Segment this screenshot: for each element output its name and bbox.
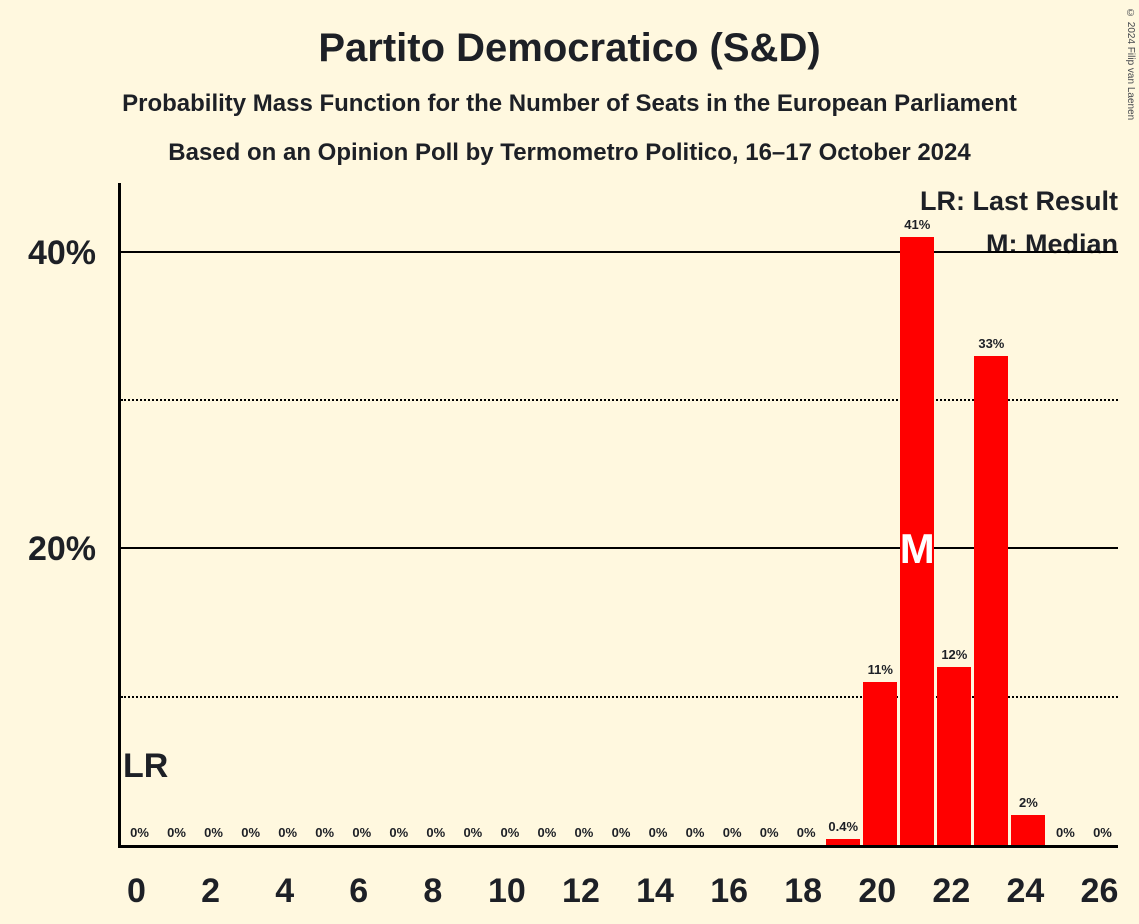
bar-value-label-seat-21: 41% xyxy=(904,216,931,232)
bar-value-label-seat-24: 2% xyxy=(1019,795,1038,811)
bar-value-label-seat-7: 0% xyxy=(389,825,409,840)
bar-value-label-seat-18: 0% xyxy=(796,825,816,840)
x-tick-label-4: 4 xyxy=(275,872,295,910)
plot-area: LR 0% 0% 0% 0% 0% 0% 0% 0% 0% 0% 0% 0% 0% 0% 0% 0% 0% 0% 0… xyxy=(118,183,1118,848)
legend-last-result: LR: Last Result xyxy=(919,186,1118,216)
legend-median: M: Median xyxy=(986,229,1118,259)
bar-value-label-seat-2: 0% xyxy=(204,825,223,840)
x-tick-label-24: 24 xyxy=(1006,872,1045,910)
gridline-20pct xyxy=(121,547,1118,550)
bar-value-label-seat-19: 0.4% xyxy=(828,819,859,835)
bar-value-label-seat-26: 0% xyxy=(1093,825,1112,840)
bar-value-label-seat-11: 0% xyxy=(537,825,557,840)
x-tick-label-14: 14 xyxy=(636,872,674,910)
bar-value-label-seat-10: 0% xyxy=(500,825,520,840)
x-tick-label-8: 8 xyxy=(423,872,443,910)
bar-seat-21 xyxy=(900,236,935,845)
x-tick-label-20: 20 xyxy=(858,872,897,910)
bar-value-label-seat-14: 0% xyxy=(648,825,668,840)
x-tick-label-12: 12 xyxy=(562,872,600,910)
gridline-30pct xyxy=(121,399,1118,402)
x-tick-label-22: 22 xyxy=(932,872,971,910)
y-tick-label-40: 40% xyxy=(27,233,96,272)
bar-value-label-seat-8: 0% xyxy=(426,825,446,840)
median-marker: M xyxy=(899,525,935,572)
gridline-10pct xyxy=(121,695,1118,698)
x-tick-label-10: 10 xyxy=(487,872,526,910)
chart-subtitle-2: Based on an Opinion Poll by Termometro P… xyxy=(168,139,971,166)
copyright-text: © 2024 Filip van Laenen xyxy=(1125,8,1136,121)
bar-value-label-seat-4: 0% xyxy=(278,825,298,840)
bar-value-label-seat-23: 33% xyxy=(978,335,1005,351)
x-tick-label-2: 2 xyxy=(201,872,221,910)
bar-seat-22 xyxy=(937,667,972,845)
bar-value-label-seat-9: 0% xyxy=(463,825,483,840)
chart-subtitle-1: Probability Mass Function for the Number… xyxy=(122,90,1017,117)
bar-value-label-seat-0: 0% xyxy=(130,825,149,840)
bar-seat-24 xyxy=(1011,815,1046,845)
bar-value-label-seat-12: 0% xyxy=(574,825,594,840)
bar-value-label-seat-25: 0% xyxy=(1056,825,1075,840)
bar-value-label-seat-3: 0% xyxy=(241,825,261,840)
x-tick-label-18: 18 xyxy=(784,872,823,910)
bar-value-label-seat-17: 0% xyxy=(759,825,779,840)
last-result-label: LR xyxy=(123,747,169,785)
bar-value-label-seat-5: 0% xyxy=(315,825,335,840)
bar-value-label-seat-16: 0% xyxy=(722,825,742,840)
page-title: Partito Democratico (S&D) xyxy=(318,26,821,70)
x-tick-label-16: 16 xyxy=(710,872,749,910)
gridline-40pct xyxy=(121,250,1118,253)
bar-seat-20 xyxy=(863,681,898,845)
bar-value-label-seat-22: 12% xyxy=(941,647,968,663)
bar-seat-19 xyxy=(826,839,861,845)
y-tick-label-20: 20% xyxy=(27,530,96,569)
bar-value-label-seat-20: 11% xyxy=(867,661,893,677)
x-tick-label-26: 26 xyxy=(1080,872,1119,910)
bar-seat-23 xyxy=(974,355,1009,845)
bar-value-label-seat-15: 0% xyxy=(685,825,705,840)
bar-value-label-seat-6: 0% xyxy=(352,825,372,840)
bar-value-label-seat-1: 0% xyxy=(167,825,186,840)
x-tick-label-0: 0 xyxy=(127,872,146,910)
bar-value-label-seat-13: 0% xyxy=(611,825,631,840)
x-tick-label-6: 6 xyxy=(349,872,369,910)
